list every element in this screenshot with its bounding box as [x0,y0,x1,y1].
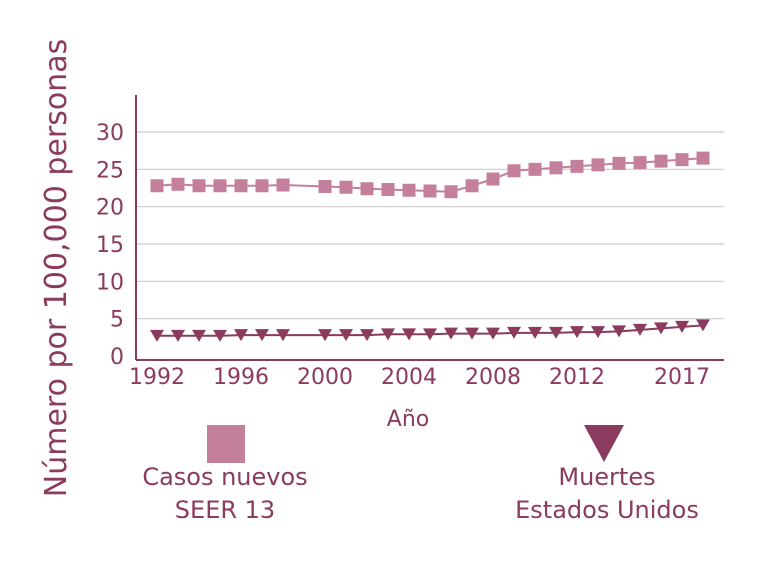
grid-lines [136,131,724,320]
legend-casos-line2: SEER 13 [175,496,275,524]
series-line-1 [157,324,704,337]
data-point-triangle-23 [654,322,668,335]
data-point-square-9 [360,182,374,196]
data-point-triangle-22 [633,323,647,336]
data-point-triangle-17 [528,326,542,339]
legend-muertes-line1: Muertes [558,463,655,491]
x-tick-label-2008: 2008 [465,365,521,390]
y-tick-label-5: 5 [110,308,124,333]
data-point-triangle-10 [381,328,395,341]
data-point-triangle-19 [570,326,584,339]
y-tick-label-0: 0 [110,345,124,370]
data-point-square-16 [507,164,521,178]
data-point-triangle-18 [549,326,563,339]
series-layer [150,151,710,342]
data-point-square-4 [234,179,248,193]
axes [135,95,724,361]
x-axis-title: Año [387,407,429,432]
data-point-triangle-5 [255,329,269,342]
y-tick-label-15: 15 [96,233,124,258]
data-point-triangle-13 [444,327,458,340]
data-point-square-21 [612,156,626,170]
legend-item-muertes: Muertes Estados Unidos [515,425,699,524]
data-point-square-11 [402,183,416,197]
data-point-square-3 [213,179,227,193]
legend-triangle-marker [584,425,624,462]
data-point-triangle-9 [360,329,374,342]
y-axis-title: Número por 100,000 personas [39,39,74,497]
data-point-square-6 [276,178,290,192]
y-tick-label-10: 10 [96,270,124,295]
series-0 [150,151,710,199]
data-point-triangle-24 [675,320,689,333]
data-point-square-24 [675,153,689,167]
data-point-triangle-20 [591,326,605,339]
x-tick-label-1992: 1992 [129,365,185,390]
y-tick-label-30: 30 [96,121,124,146]
data-point-square-20 [591,158,605,172]
data-point-square-15 [486,172,500,186]
data-point-triangle-3 [213,329,227,342]
data-point-triangle-25 [696,319,710,332]
x-tick-label-1996: 1996 [213,365,269,390]
data-point-square-17 [528,162,542,176]
x-tick-label-2012: 2012 [549,365,605,390]
data-point-square-7 [318,180,332,194]
x-tick-label-2004: 2004 [381,365,437,390]
data-point-triangle-2 [192,329,206,342]
data-point-triangle-0 [150,329,164,342]
data-point-square-18 [549,161,563,175]
legend-casos-line1: Casos nuevos [142,463,307,491]
legend-item-casos: Casos nuevos SEER 13 [142,425,308,524]
data-point-square-8 [339,180,353,194]
data-point-triangle-7 [318,329,332,342]
legend-square-marker [207,425,245,463]
x-tick-label-2017: 2017 [654,365,710,390]
data-point-square-25 [696,151,710,165]
series-1 [150,319,710,342]
data-point-triangle-12 [423,328,437,341]
legend: Casos nuevos SEER 13 Muertes Estados Uni… [142,425,699,524]
data-point-square-5 [255,179,269,193]
x-tick-label-2000: 2000 [297,365,353,390]
data-point-triangle-4 [234,329,248,342]
data-point-square-12 [423,184,437,198]
data-point-triangle-16 [507,326,521,339]
data-point-square-22 [633,156,647,170]
data-point-triangle-21 [612,325,626,338]
data-point-triangle-15 [486,327,500,340]
data-point-triangle-1 [171,329,185,342]
data-point-square-23 [654,154,668,168]
data-point-square-14 [465,179,479,193]
tick-labels: 0 5 10 15 20 25 30 1992 1996 2000 2004 2008 2012 2017 [96,121,710,390]
data-point-triangle-6 [276,329,290,342]
data-point-square-1 [171,177,185,191]
y-tick-label-20: 20 [96,196,124,221]
data-point-square-10 [381,182,395,196]
data-point-triangle-14 [465,327,479,340]
data-point-triangle-11 [402,328,416,341]
data-point-square-2 [192,179,206,193]
y-tick-label-25: 25 [96,158,124,183]
data-point-square-13 [444,185,458,199]
legend-muertes-line2: Estados Unidos [515,496,699,524]
data-point-square-19 [570,159,584,173]
data-point-square-0 [150,179,164,193]
data-point-triangle-8 [339,329,353,342]
